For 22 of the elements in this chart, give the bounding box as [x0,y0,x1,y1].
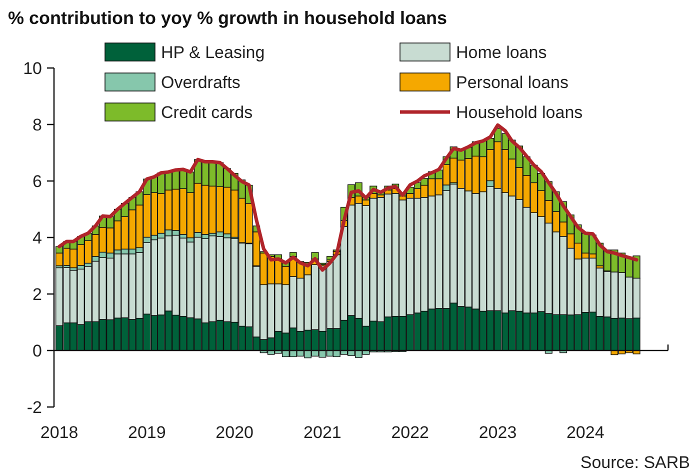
x-tick-label: 2020 [216,423,254,442]
x-tick-label: 2023 [478,423,517,442]
legend-label: Household loans [456,103,583,122]
legend-label: HP & Leasing [161,43,265,62]
y-tick-label: 8 [32,116,42,134]
y-tick-label: -2 [26,398,42,417]
x-tick-label: 2019 [128,423,166,442]
chart-title: % contribution to yoy % growth in household loans [8,8,447,28]
legend-label: Credit cards [161,103,253,122]
legend-label: Overdrafts [161,73,240,92]
y-tick-label: 2 [32,285,42,304]
y-tick-label: 10 [23,59,42,78]
y-tick-label: 4 [32,228,42,248]
legend-label: Home loans [456,43,547,62]
y-tick-label: 6 [32,172,42,191]
legend-label: Personal loans [456,73,568,92]
source-note: Source: SARB [580,453,690,472]
x-tick-label: 2024 [566,423,604,442]
x-tick-label: 2021 [304,423,342,442]
x-tick-label: 2022 [391,423,430,442]
x-tick-label: 2018 [40,423,78,442]
y-tick-label: 0 [32,342,42,360]
